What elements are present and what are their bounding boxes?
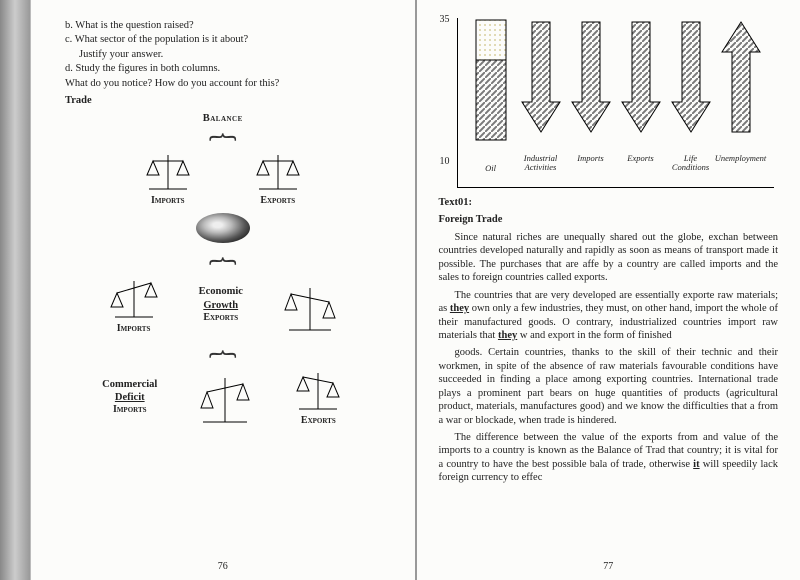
arrow-down-icon — [618, 18, 664, 152]
exports-label: Exports — [260, 195, 295, 208]
chart-col: Imports — [568, 18, 614, 163]
brace-icon: ︷ — [209, 331, 237, 362]
page-number: 76 — [218, 561, 228, 574]
trade-diagram: Balance ︷ Imports Exports ︷ Imports Econ… — [53, 112, 393, 428]
arrow-chart: 35 10 Oil Industrial Activities Imports … — [457, 18, 775, 188]
commercial-deficit-label: Commercial Deficit Imports — [102, 378, 157, 418]
growth-right-scale — [283, 284, 337, 336]
text-body: Text01: Foreign Trade Since natural rich… — [439, 196, 779, 485]
imports-label: Imports — [151, 195, 185, 208]
scale-big-icon — [197, 374, 253, 428]
exports-label: Exports — [301, 415, 336, 428]
paragraph-4: The difference between the value of the … — [439, 431, 779, 485]
chart-col: Life Conditions — [668, 18, 714, 172]
they-emph-2: they — [498, 330, 517, 341]
chart-col: Exports — [618, 18, 664, 163]
page-left: b. What is the question raised? c. What … — [30, 0, 415, 580]
page-number: 77 — [603, 561, 613, 574]
chart-cat-label: Imports — [577, 154, 603, 163]
imports-label: Imports — [113, 404, 147, 417]
scale-small-icon — [293, 367, 343, 415]
comm-label-1: Commercial — [102, 378, 157, 391]
scale-icon — [143, 151, 193, 195]
question-d-followup: What do you notice? How do you account f… — [65, 77, 393, 90]
question-d: d. Study the figures in both columns. — [65, 62, 393, 75]
text01-label: Text01: — [439, 196, 779, 209]
econ-label-1: Economic — [199, 285, 243, 298]
imports-label: Imports — [117, 323, 151, 336]
scale-tilt-left-icon — [109, 275, 159, 323]
chart-cat-label: Industrial Activities — [518, 154, 564, 172]
scale-icon — [253, 151, 303, 195]
economic-growth-label: Economic Growth Exports — [199, 285, 243, 325]
growth-left-scale: Imports — [109, 275, 159, 336]
econ-label-2: Growth — [203, 299, 238, 312]
foreign-trade-heading: Foreign Trade — [439, 213, 779, 226]
chart-col: Industrial Activities — [518, 18, 564, 172]
chart-cat-label: Unemployment — [715, 154, 766, 163]
deficit-right-scale: Exports — [293, 367, 343, 428]
paragraph-3: goods. Certain countries, thanks to the … — [439, 346, 779, 427]
arrow-down-icon — [668, 18, 714, 152]
trade-title: Trade — [65, 94, 393, 107]
chart-cat-label: Life Conditions — [668, 154, 714, 172]
paragraph-2: The countries that are very developed ar… — [439, 289, 779, 343]
chart-col: Oil — [468, 18, 514, 173]
chart-cat-label: Oil — [485, 164, 496, 173]
question-b: b. What is the question raised? — [65, 19, 393, 32]
arrow-down-icon — [518, 18, 564, 152]
arrow-up-icon — [718, 18, 764, 152]
y-tick-bottom: 10 — [440, 156, 450, 169]
they-emph: they — [450, 303, 469, 314]
page-right: 35 10 Oil Industrial Activities Imports … — [415, 0, 800, 580]
bar-icon — [473, 18, 509, 162]
scale-big-icon — [283, 284, 337, 336]
brace-icon: ︷ — [209, 238, 237, 269]
comm-label-2: Deficit — [115, 391, 145, 404]
book-spine — [0, 0, 30, 580]
brace-icon: ︷ — [209, 114, 237, 145]
balance-right-scale: Exports — [253, 151, 303, 208]
paragraph-1: Since natural riches are unequally share… — [439, 231, 779, 285]
arrow-down-icon — [568, 18, 614, 152]
exports-label: Exports — [203, 312, 238, 325]
chart-col: Unemployment — [718, 18, 764, 163]
deficit-left-scale — [197, 374, 253, 428]
balance-left-scale: Imports — [143, 151, 193, 208]
y-tick-top: 35 — [440, 14, 450, 27]
chart-cat-label: Exports — [627, 154, 653, 163]
question-c-justify: Justify your answer. — [79, 48, 393, 61]
p2-c: w and export in the form of finished — [517, 330, 672, 341]
question-c: c. What sector of the population is it a… — [65, 33, 393, 46]
